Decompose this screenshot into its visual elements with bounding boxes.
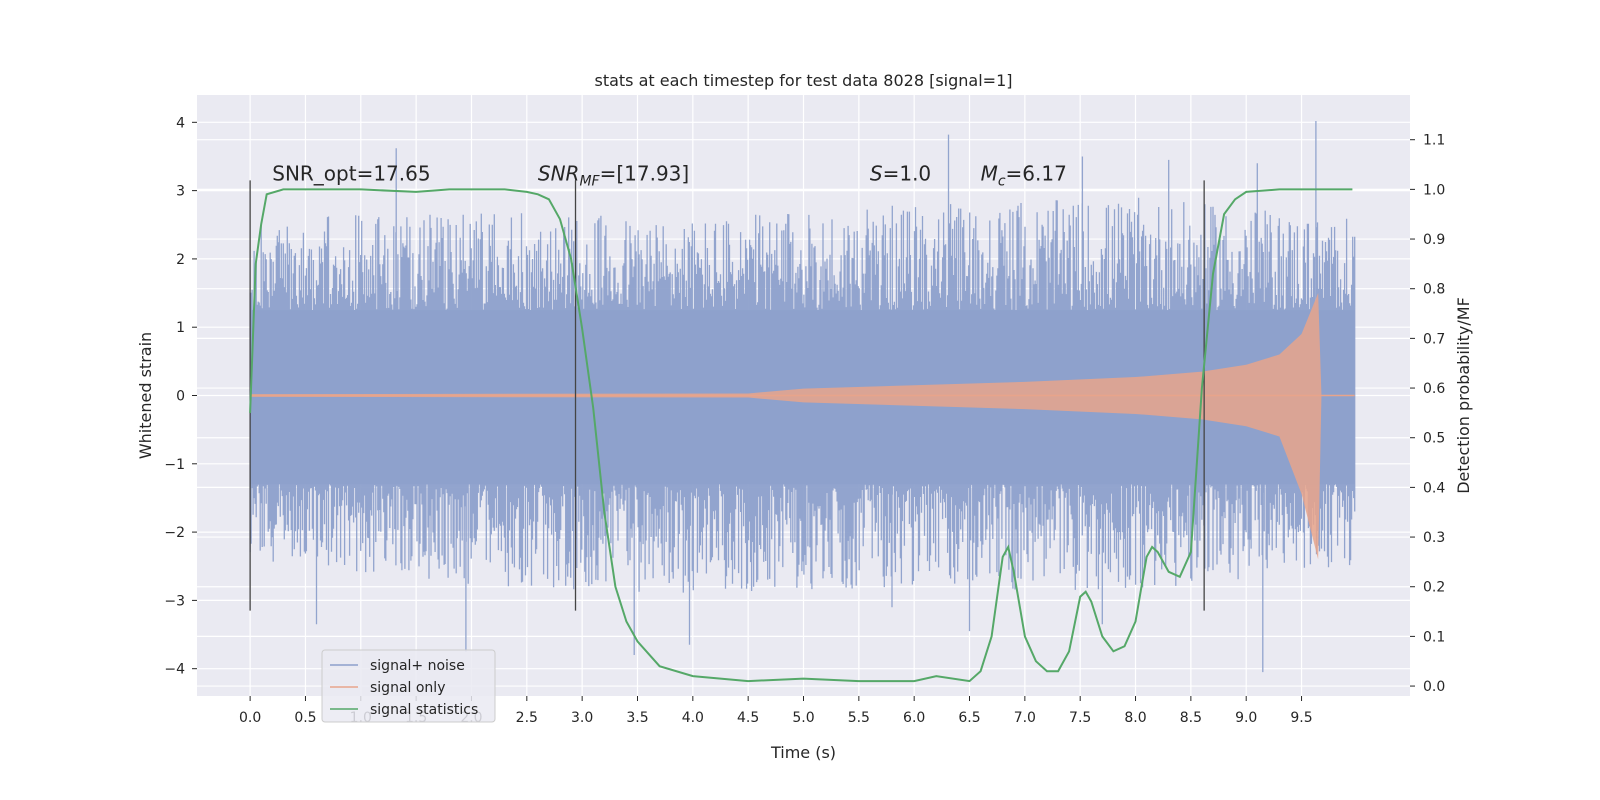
annotation-3: Mc=6.17 (981, 161, 1067, 189)
y2-tick-label: 0.8 (1423, 282, 1445, 298)
y2-tick-label: 1.1 (1423, 133, 1445, 149)
y2-axis-title: Detection probability/MF (1454, 297, 1473, 494)
y2-tick-label: 0.6 (1423, 381, 1445, 397)
x-tick-label: 8.0 (1124, 710, 1146, 726)
y-tick-label: −4 (164, 662, 185, 678)
x-tick-label: 2.5 (516, 710, 538, 726)
y2-tick-label: 0.9 (1423, 232, 1445, 248)
x-tick-label: 3.0 (571, 710, 593, 726)
x-tick-label: 4.0 (682, 710, 704, 726)
x-tick-label: 0.5 (294, 710, 316, 726)
y2-axis-ticks: 0.0 0.1 0.2 0.3 0.4 0.5 0.6 0.7 0.8 0.9 1.0 1.1 (1410, 133, 1445, 695)
y-tick-label: −2 (164, 525, 185, 541)
x-tick-label: 6.5 (958, 710, 980, 726)
y-tick-label: −3 (164, 593, 185, 609)
x-tick-label: 9.0 (1235, 710, 1257, 726)
y-tick-label: 3 (176, 184, 185, 200)
x-axis-ticks: 0.00.51.01.52.02.53.03.54.04.55.05.56.06… (239, 696, 1313, 726)
y-tick-label: −1 (164, 457, 185, 473)
x-tick-label: 7.0 (1014, 710, 1036, 726)
annotation-0: SNR_opt=17.65 (272, 161, 430, 185)
legend: signal+ noise signal only signal statist… (321, 649, 496, 723)
x-tick-label: 6.0 (903, 710, 925, 726)
signal-statistics-series (249, 188, 1353, 683)
x-tick-label: 8.5 (1180, 710, 1202, 726)
y2-tick-label: 0.5 (1423, 431, 1445, 447)
y2-tick-label: 0.7 (1423, 331, 1445, 347)
y2-tick-label: 0.3 (1423, 530, 1445, 546)
x-tick-label: 7.5 (1069, 710, 1091, 726)
annotation-1: SNRMF=[17.93] (538, 161, 689, 189)
legend-box (321, 649, 496, 723)
y-axis-ticks: −4 −3 −2 −1 0 1 2 3 4 (164, 115, 197, 678)
y2-tick-label: 0.2 (1423, 580, 1445, 596)
annotation-2: S=1.0 (870, 161, 931, 185)
x-tick-label: 0.0 (239, 710, 261, 726)
chart-title: stats at each timestep for test data 802… (594, 71, 1012, 90)
y-axis-title: Whitened strain (136, 332, 155, 459)
legend-label-signal-only: signal only (370, 680, 445, 696)
y-tick-label: 1 (176, 320, 185, 336)
x-axis-title: Time (s) (770, 743, 836, 762)
legend-label-signal-noise: signal+ noise (370, 658, 465, 674)
y2-tick-label: 0.4 (1423, 480, 1445, 496)
x-tick-label: 5.0 (792, 710, 814, 726)
y-tick-label: 0 (176, 389, 185, 405)
x-tick-label: 3.5 (626, 710, 648, 726)
y2-tick-label: 0.0 (1423, 679, 1445, 695)
y-tick-label: 2 (176, 252, 185, 268)
signal-only-series (250, 293, 1355, 560)
signal-statistics-line (249, 188, 1353, 683)
x-tick-label: 5.5 (848, 710, 870, 726)
y2-tick-label: 1.0 (1423, 182, 1445, 198)
annotations: SNR_opt=17.65 SNRMF=[17.93] S=1.0 Mc=6.17 (272, 161, 1067, 189)
legend-label-signal-statistics: signal statistics (370, 702, 478, 718)
x-tick-label: 9.5 (1290, 710, 1312, 726)
y-tick-label: 4 (176, 115, 185, 131)
y2-tick-label: 0.1 (1423, 629, 1445, 645)
x-tick-label: 4.5 (737, 710, 759, 726)
